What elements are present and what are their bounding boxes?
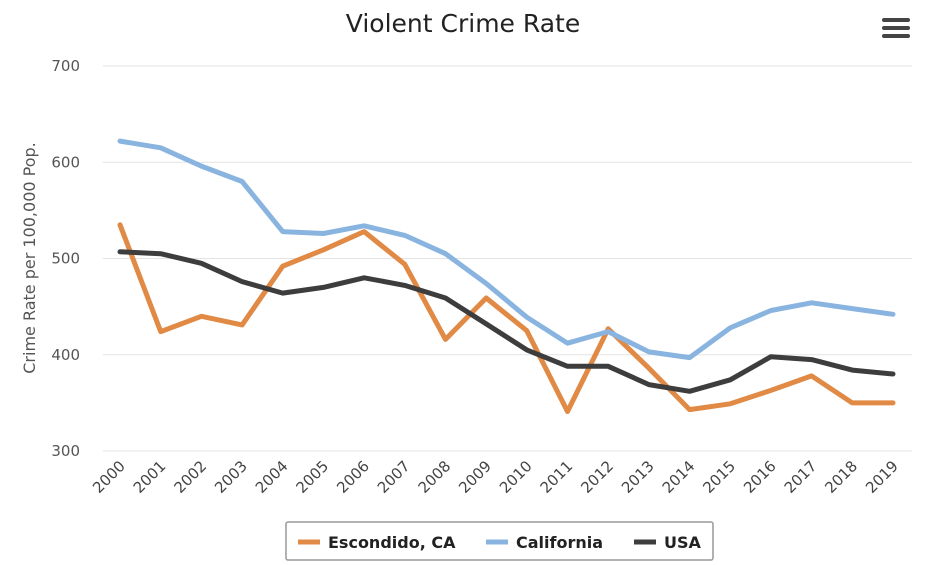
gridlines	[103, 65, 912, 452]
legend-item-escondido[interactable]: Escondido, CA	[298, 533, 456, 552]
legend-label-usa: USA	[664, 533, 702, 552]
x-tick-label: 2009	[455, 457, 495, 497]
x-tick-label: 2008	[415, 457, 455, 497]
y-tick-label: 500	[51, 250, 80, 268]
menu-bar	[882, 18, 910, 22]
y-tick-label: 300	[51, 442, 80, 460]
x-tick-label: 2014	[659, 457, 699, 497]
y-tick-label: 400	[51, 346, 80, 364]
x-tick-label: 2011	[537, 457, 577, 497]
x-tick-label: 2012	[577, 457, 617, 497]
y-tick-label: 600	[51, 153, 80, 171]
legend-item-california[interactable]: California	[486, 533, 603, 552]
menu-bar	[882, 34, 910, 38]
chart-title: Violent Crime Rate	[346, 9, 580, 38]
x-tick-label: 2013	[618, 457, 658, 497]
x-tick-label: 2002	[170, 457, 210, 497]
legend-label-california: California	[516, 533, 603, 552]
x-axis-ticks: 2000 2001 2002 2003 2004 2005 2006 2007 2008 2009…	[89, 457, 902, 497]
x-tick-label: 2010	[496, 457, 536, 497]
series-lines	[117, 138, 896, 414]
y-tick-label: 700	[51, 57, 80, 75]
y-axis-label: Crime Rate per 100,000 Pop.	[20, 142, 39, 374]
x-tick-label: 2006	[333, 457, 373, 497]
legend-label-escondido: Escondido, CA	[328, 533, 456, 552]
x-tick-label: 2017	[781, 457, 821, 497]
x-tick-label: 2018	[821, 457, 861, 497]
x-tick-label: 2015	[699, 457, 739, 497]
x-tick-label: 2019	[862, 457, 902, 497]
series-line-california[interactable]	[117, 138, 896, 361]
x-tick-label: 2001	[130, 457, 170, 497]
x-tick-label: 2007	[374, 457, 414, 497]
x-tick-label: 2005	[293, 457, 333, 497]
series-line-usa[interactable]	[117, 249, 896, 394]
x-tick-label: 2000	[89, 457, 129, 497]
x-tick-label: 2004	[252, 457, 292, 497]
x-tick-label: 2016	[740, 457, 780, 497]
legend-item-usa[interactable]: USA	[634, 533, 702, 552]
legend: Escondido, CA California USA	[285, 521, 714, 561]
menu-bar	[882, 26, 910, 30]
hamburger-menu-icon[interactable]	[882, 18, 910, 40]
series-line-escondido-ca[interactable]	[117, 222, 896, 414]
y-axis-ticks: 300 400 500 600 700	[51, 57, 80, 460]
x-tick-label: 2003	[211, 457, 251, 497]
